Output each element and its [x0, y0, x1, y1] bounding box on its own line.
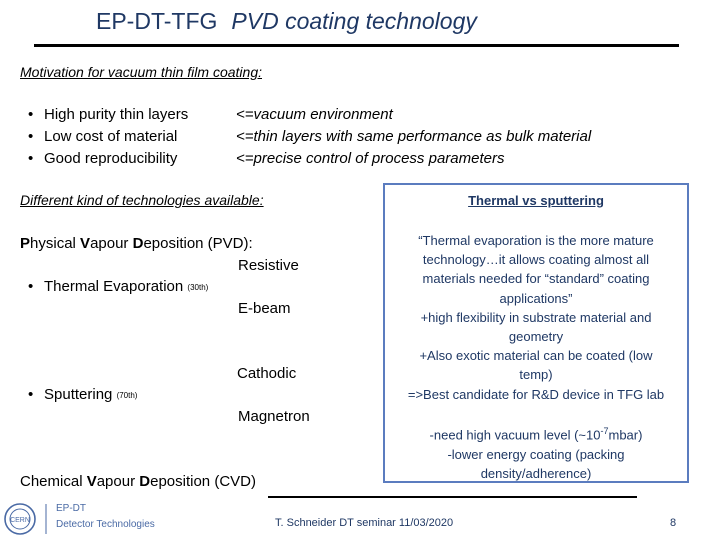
- pvd-initial: D: [132, 235, 144, 252]
- bullet-icon: •: [28, 386, 34, 403]
- motivation-bullet-list: • High purity thin layers • Low cost of ma…: [28, 104, 188, 170]
- footer-rule: [268, 496, 637, 498]
- quote-line: geometry: [508, 329, 564, 345]
- bullet-text: Good reproducibility: [44, 150, 178, 167]
- thermal-era: (30th): [187, 283, 209, 292]
- reason-text: <=vacuum environment: [236, 106, 393, 123]
- method-ebeam: E-beam: [238, 300, 291, 317]
- motivation-heading: Motivation for vacuum thin film coating:: [20, 64, 262, 80]
- slide-title: EP-DT-TFG PVD coating technology: [96, 8, 477, 35]
- bullet-icon: •: [28, 128, 34, 145]
- thermal-evaporation-label: Thermal Evaporation: [44, 278, 184, 295]
- logo-mark-text: CERN: [10, 517, 30, 524]
- method-resistive: Resistive: [238, 257, 299, 274]
- cern-logo-icon: CERN: [4, 503, 47, 535]
- quote-line: temp): [519, 367, 553, 383]
- cons-text: -need high vacuum level (~10: [429, 427, 601, 443]
- reason-text: <=precise control of process parameters: [236, 150, 505, 167]
- pvd-word: hysical: [30, 235, 81, 252]
- thermal-evaporation-item: • Thermal Evaporation (30th): [28, 278, 208, 295]
- cons-line: density/adherence): [480, 466, 592, 482]
- bullet-item: • Good reproducibility: [28, 148, 188, 170]
- logo-line-2: Detector Technologies: [56, 519, 155, 530]
- cvd-initial: C: [20, 473, 31, 490]
- cons-line: -lower energy coating (packing: [447, 446, 625, 462]
- sputtering-era: (70th): [116, 391, 138, 400]
- method-cathodic: Cathodic: [237, 365, 297, 382]
- pvd-heading: Physical Vapour Deposition (PVD):: [20, 235, 253, 252]
- pvd-word: apour: [90, 235, 133, 252]
- bullet-icon: •: [28, 106, 34, 123]
- page-number: 8: [670, 517, 677, 529]
- pvd-word: eposition (PVD):: [143, 235, 253, 252]
- quote-line: “Thermal evaporation is the more mature: [418, 233, 654, 248]
- cons-text: mbar): [608, 427, 643, 443]
- title-rule: [34, 44, 679, 47]
- cvd-heading: Chemical Vapour Deposition (CVD): [20, 473, 256, 490]
- comparison-quote: “Thermal evaporation is the more mature …: [391, 231, 681, 404]
- cvd-initial: D: [139, 473, 151, 490]
- quote-line: materials needed for “standard” coating: [422, 271, 650, 287]
- sputtering-item: • Sputtering (70th): [28, 386, 137, 403]
- cvd-word: apour: [96, 473, 140, 490]
- title-subtitle: PVD coating technology: [231, 8, 477, 34]
- bullet-item: • High purity thin layers: [28, 104, 188, 126]
- reason-text: <=thin layers with same performance as b…: [236, 128, 592, 145]
- bullet-text: Low cost of material: [44, 128, 178, 145]
- comparison-cons: -need high vacuum level (~10-7mbar) -low…: [391, 422, 681, 484]
- cvd-word: eposition (CVD): [150, 473, 256, 490]
- bullet-text: High purity thin layers: [44, 106, 189, 123]
- sputtering-label: Sputtering: [44, 386, 113, 403]
- ep-dt-logo: CERN EP-DT Detector Technologies: [2, 500, 162, 538]
- bullet-icon: •: [28, 150, 34, 167]
- logo-line-1: EP-DT: [56, 503, 86, 514]
- comparison-box-title: Thermal vs sputtering: [468, 193, 604, 208]
- cons-line: -need high vacuum level (~10-7mbar): [391, 422, 681, 445]
- footer-credit: T. Schneider DT seminar 11/03/2020: [275, 517, 454, 529]
- pvd-initial: P: [20, 235, 31, 252]
- pvd-initial: V: [80, 235, 91, 252]
- method-magnetron: Magnetron: [238, 408, 310, 425]
- technologies-heading: Different kind of technologies available…: [20, 192, 264, 208]
- quote-line: applications”: [499, 290, 573, 306]
- title-main: EP-DT-TFG: [96, 8, 218, 34]
- quote-line: =>Best candidate for R&D device in TFG l…: [407, 386, 665, 402]
- quote-line: technology…it allows coating almost all: [422, 252, 650, 268]
- bullet-item: • Low cost of material: [28, 126, 188, 148]
- bullet-icon: •: [28, 278, 34, 295]
- quote-line: +high flexibility in substrate material …: [420, 309, 652, 325]
- quote-line: +Also exotic material can be coated (low: [419, 348, 653, 364]
- cvd-initial: V: [86, 473, 97, 490]
- motivation-reasons: <=vacuum environment <=thin layers with …: [236, 104, 591, 170]
- comparison-box: Thermal vs sputtering “Thermal evaporati…: [383, 183, 689, 483]
- cvd-word: hemical: [30, 473, 87, 490]
- cons-exponent: -7: [600, 426, 609, 436]
